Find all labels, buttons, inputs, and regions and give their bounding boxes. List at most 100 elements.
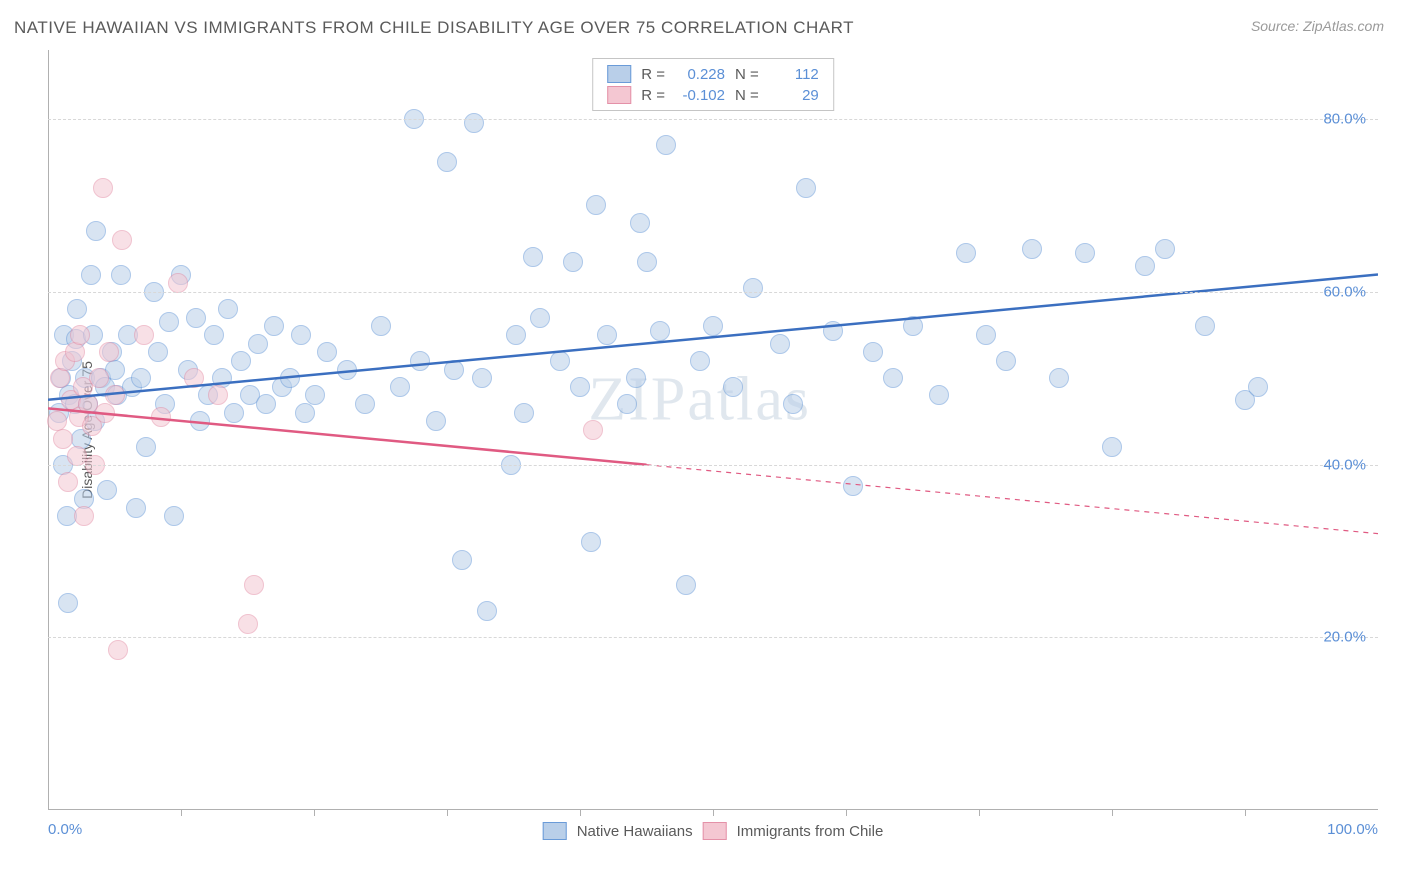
data-point [305,385,325,405]
data-point [703,316,723,336]
data-point [883,368,903,388]
data-point [597,325,617,345]
data-point [617,394,637,414]
data-point [291,325,311,345]
data-point [164,506,184,526]
data-point [390,377,410,397]
data-point [656,135,676,155]
chart-container: Disability Age Over 75 ZIPatlas R =0.228… [48,50,1378,810]
data-point [86,221,106,241]
data-point [168,273,188,293]
x-minor-tick [181,810,182,816]
data-point [530,308,550,328]
data-point [112,230,132,250]
data-point [184,368,204,388]
data-point [67,299,87,319]
data-point [570,377,590,397]
data-point [437,152,457,172]
legend-stats-row: R =0.228N =112 [607,65,819,83]
data-point [126,498,146,518]
data-point [81,265,101,285]
data-point [134,325,154,345]
legend-swatch [607,65,631,83]
data-point [410,351,430,371]
legend-series: Native Hawaiians Immigrants from Chile [543,822,884,840]
legend-label: Native Hawaiians [577,823,693,840]
data-point [1075,243,1095,263]
gridline [48,292,1378,293]
data-point [637,252,657,272]
data-point [256,394,276,414]
gridline [48,119,1378,120]
data-point [105,385,125,405]
legend-label: Immigrants from Chile [737,823,884,840]
data-point [514,403,534,423]
data-point [99,342,119,362]
y-tick-label: 20.0% [1323,629,1366,646]
data-point [650,321,670,341]
r-label: R = [641,87,665,104]
x-minor-tick [580,810,581,816]
data-point [563,252,583,272]
legend-stats-row: R =-0.102N =29 [607,86,819,104]
data-point [337,360,357,380]
data-point [108,640,128,660]
data-point [523,247,543,267]
data-point [231,351,251,371]
data-point [280,368,300,388]
x-minor-tick [314,810,315,816]
x-minor-tick [447,810,448,816]
data-point [53,429,73,449]
data-point [550,351,570,371]
r-value: -0.102 [675,87,725,104]
data-point [676,575,696,595]
data-point [743,278,763,298]
legend-stats: R =0.228N =112R =-0.102N =29 [592,58,834,111]
data-point [630,213,650,233]
data-point [1248,377,1268,397]
data-point [581,532,601,552]
data-point [477,601,497,621]
data-point [244,575,264,595]
data-point [58,472,78,492]
trend-lines [48,50,1378,810]
data-point [506,325,526,345]
x-minor-tick [1112,810,1113,816]
data-point [583,420,603,440]
data-point [464,113,484,133]
data-point [903,316,923,336]
data-point [89,368,109,388]
data-point [238,614,258,634]
data-point [996,351,1016,371]
x-minor-tick [979,810,980,816]
x-tick-label: 100.0% [1327,821,1378,838]
data-point [626,368,646,388]
r-label: R = [641,66,665,83]
data-point [148,342,168,362]
data-point [93,178,113,198]
data-point [1102,437,1122,457]
data-point [823,321,843,341]
data-point [690,351,710,371]
data-point [863,342,883,362]
legend-swatch [703,822,727,840]
legend-swatch [607,86,631,104]
data-point [58,593,78,613]
y-tick-label: 40.0% [1323,456,1366,473]
y-tick-label: 80.0% [1323,111,1366,128]
data-point [929,385,949,405]
data-point [472,368,492,388]
data-point [426,411,446,431]
data-point [796,178,816,198]
data-point [1195,316,1215,336]
data-point [151,407,171,427]
data-point [452,550,472,570]
data-point [65,342,85,362]
data-point [770,334,790,354]
x-minor-tick [846,810,847,816]
x-minor-tick [1245,810,1246,816]
data-point [136,437,156,457]
data-point [248,334,268,354]
data-point [1022,239,1042,259]
data-point [371,316,391,336]
